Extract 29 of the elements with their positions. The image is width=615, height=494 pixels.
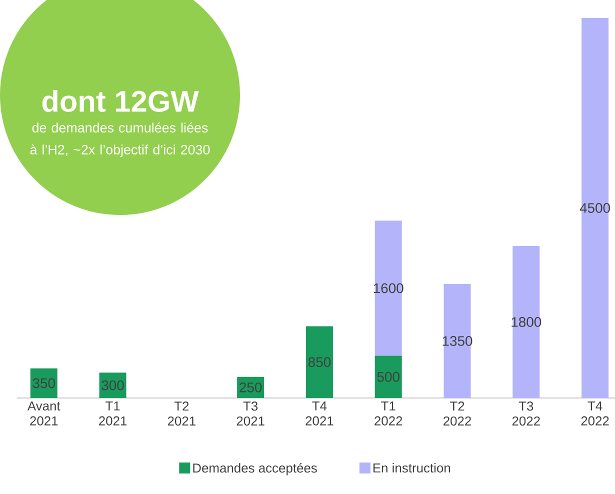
- x-tick-label: T2 2021: [168, 402, 196, 426]
- legend-label: Demandes acceptées: [193, 462, 317, 476]
- data-label: 300: [102, 380, 124, 390]
- data-label: 1350: [442, 336, 472, 346]
- data-label: 4500: [580, 203, 610, 213]
- data-label: 350: [32, 378, 55, 388]
- x-tick-label: T1 2022: [374, 402, 402, 426]
- annotation: de demandes cumulées liées à l’H2, ~2x l’objectif d’ici 2030: [30, 122, 210, 158]
- x-tick-label: T4 2021: [306, 402, 334, 426]
- x-tick-label: T2 2022: [443, 402, 471, 426]
- x-tick-label: Avant 2021: [27, 402, 60, 426]
- data-label: 500: [377, 372, 400, 382]
- bar: [374, 220, 402, 356]
- data-label: 850: [308, 357, 331, 368]
- data-label: 1600: [374, 283, 404, 294]
- bar: [306, 326, 333, 398]
- x-tick-label: T4 2022: [581, 402, 609, 426]
- x-tick-label: T3 2022: [512, 402, 540, 426]
- bar: [30, 368, 58, 398]
- legend-label: En instruction: [373, 463, 450, 473]
- x-tick-label: T3 2021: [236, 402, 264, 426]
- data-label: 250: [240, 382, 262, 392]
- bar: [444, 284, 471, 398]
- bar: [374, 356, 402, 398]
- bar: [512, 246, 540, 398]
- data-label: 1800: [512, 317, 542, 327]
- x-tick-label: T1 2021: [99, 402, 127, 426]
- annotation: dont 12GW: [42, 90, 199, 112]
- bar: [582, 18, 609, 398]
